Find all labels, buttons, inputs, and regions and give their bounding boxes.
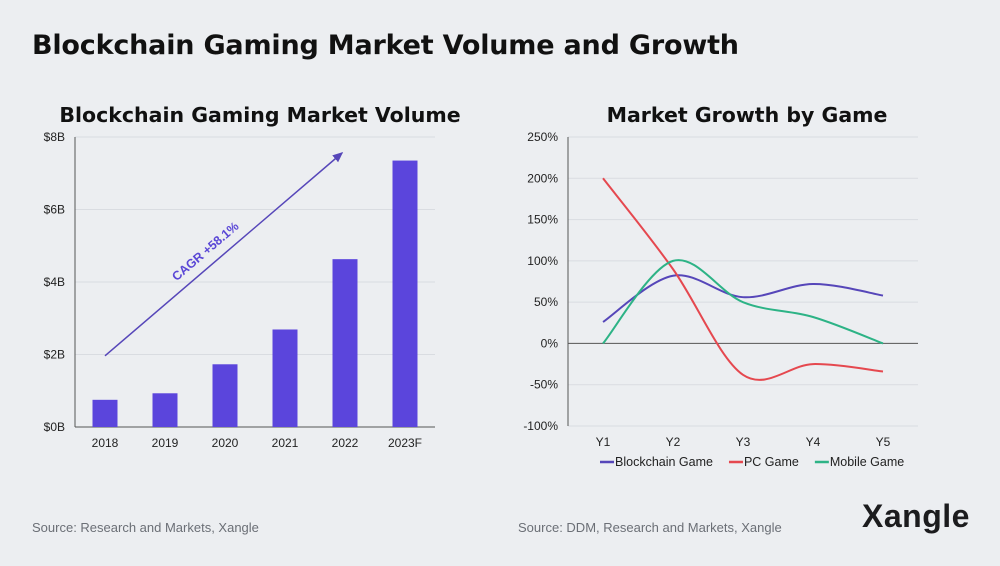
- line-x-tick: Y3: [736, 435, 751, 449]
- bar-chart-title: Blockchain Gaming Market Volume: [59, 103, 460, 127]
- line-y-tick: 250%: [527, 130, 558, 144]
- bar-y-tick: $4B: [44, 275, 65, 289]
- cagr-arrow: [104, 152, 344, 357]
- line-y-tick: 100%: [527, 254, 558, 268]
- line-chart-source: Source: DDM, Research and Markets, Xangl…: [518, 520, 782, 535]
- bar: [272, 329, 298, 427]
- line-y-tick: 0%: [541, 336, 559, 350]
- line-chart-title: Market Growth by Game: [607, 103, 888, 127]
- line-y-tick: 200%: [527, 171, 558, 185]
- bar-x-tick: 2020: [212, 436, 239, 450]
- bar-x-tick: 2021: [272, 436, 299, 450]
- line-y-tick: -50%: [530, 378, 558, 392]
- line-x-tick: Y2: [666, 435, 681, 449]
- bar-chart-source: Source: Research and Markets, Xangle: [32, 520, 259, 535]
- bar-x-tick: 2018: [92, 436, 119, 450]
- bar-chart: Blockchain Gaming Market Volume $0B $2B $4…: [44, 103, 461, 450]
- bar-y-tick: $2B: [44, 348, 65, 362]
- bar-x-tick: 2022: [332, 436, 359, 450]
- series-line: [602, 177, 884, 381]
- line-y-tick: 150%: [527, 213, 558, 227]
- bar: [152, 393, 178, 427]
- legend-label: Mobile Game: [830, 455, 904, 469]
- brand-logo: Xangle: [862, 498, 970, 534]
- page-title: Blockchain Gaming Market Volume and Grow…: [32, 30, 739, 61]
- bar: [332, 259, 358, 427]
- bar-y-tick: $6B: [44, 203, 65, 217]
- cagr-label: CAGR +58.1%: [169, 219, 241, 284]
- line-y-tick: -100%: [523, 419, 558, 433]
- line-y-tick: 50%: [534, 295, 558, 309]
- bar-x-tick: 2023F: [388, 436, 422, 450]
- bar-y-tick: $0B: [44, 420, 65, 434]
- series-line: [602, 274, 884, 323]
- series-line: [602, 259, 884, 345]
- legend-label: PC Game: [744, 455, 799, 469]
- line-x-tick: Y4: [806, 435, 821, 449]
- bar: [92, 399, 118, 427]
- bar-y-tick: $8B: [44, 130, 65, 144]
- bar: [212, 364, 238, 427]
- bar: [392, 160, 418, 427]
- line-x-tick: Y1: [596, 435, 611, 449]
- line-x-tick: Y5: [876, 435, 891, 449]
- legend-label: Blockchain Game: [615, 455, 713, 469]
- bar-x-tick: 2019: [152, 436, 179, 450]
- line-chart: Market Growth by Game -100% -50% 0% 50% 100%…: [523, 103, 918, 469]
